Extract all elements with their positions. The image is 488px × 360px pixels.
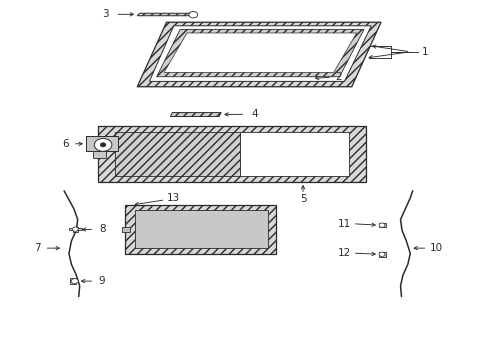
Text: 1: 1 xyxy=(421,47,427,57)
Polygon shape xyxy=(137,13,190,16)
Text: 11: 11 xyxy=(337,219,350,229)
Polygon shape xyxy=(73,226,78,232)
Circle shape xyxy=(100,143,106,147)
Polygon shape xyxy=(149,26,370,81)
Circle shape xyxy=(94,138,112,151)
Polygon shape xyxy=(93,151,105,158)
Circle shape xyxy=(378,223,384,227)
Circle shape xyxy=(71,279,78,284)
Text: 8: 8 xyxy=(99,225,105,234)
Circle shape xyxy=(378,252,384,256)
Text: 12: 12 xyxy=(337,248,350,258)
Text: 5: 5 xyxy=(299,194,305,204)
Polygon shape xyxy=(137,22,380,87)
Polygon shape xyxy=(69,228,81,230)
Polygon shape xyxy=(86,136,118,151)
Polygon shape xyxy=(163,33,356,72)
Polygon shape xyxy=(239,132,348,176)
Polygon shape xyxy=(125,205,276,253)
Polygon shape xyxy=(170,113,221,117)
Text: 13: 13 xyxy=(167,193,180,203)
Polygon shape xyxy=(98,126,366,182)
Polygon shape xyxy=(115,132,239,176)
Text: 4: 4 xyxy=(250,109,257,120)
Polygon shape xyxy=(157,30,363,77)
Circle shape xyxy=(72,227,78,231)
Polygon shape xyxy=(378,223,385,227)
Text: 10: 10 xyxy=(428,243,442,253)
Text: 7: 7 xyxy=(34,243,41,253)
Polygon shape xyxy=(70,278,76,284)
Text: 3: 3 xyxy=(102,9,109,19)
Polygon shape xyxy=(378,252,385,257)
Polygon shape xyxy=(135,211,267,248)
Text: 9: 9 xyxy=(99,276,105,286)
Text: 2: 2 xyxy=(334,72,341,82)
Polygon shape xyxy=(122,226,130,232)
Circle shape xyxy=(188,12,197,18)
Text: 6: 6 xyxy=(62,139,69,149)
